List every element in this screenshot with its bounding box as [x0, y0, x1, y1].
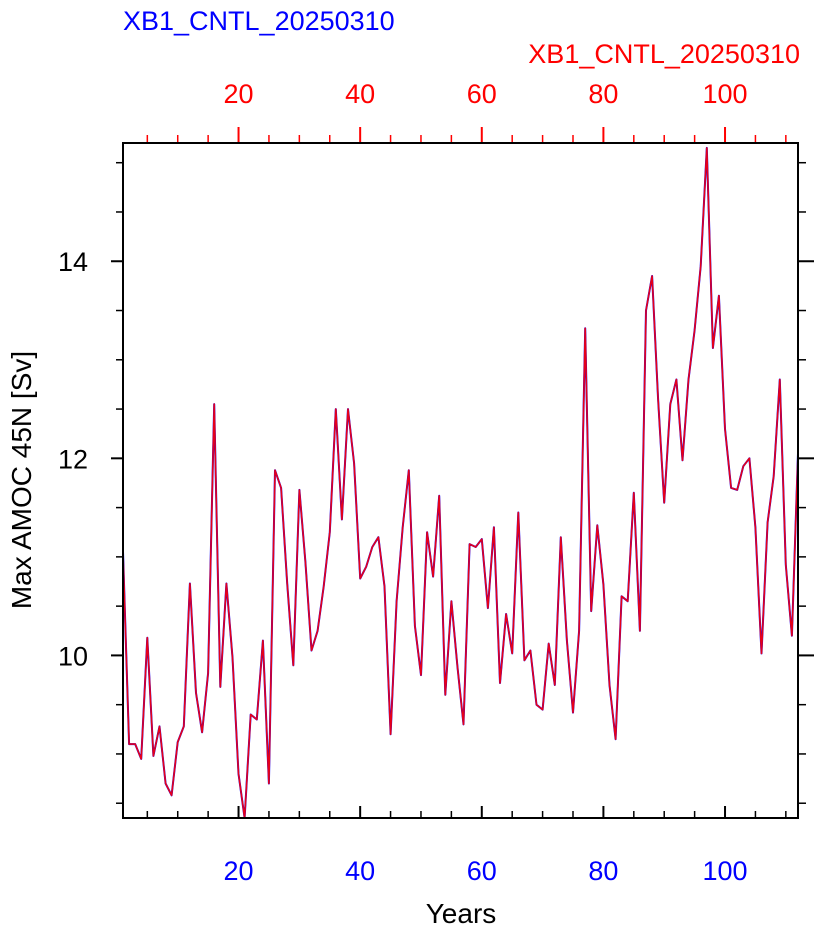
- series-line-blue: [122, 146, 799, 819]
- chart-title-left: XB1_CNTL_20250310: [123, 6, 395, 36]
- y-tick-label: 14: [58, 247, 88, 277]
- chart-title-right: XB1_CNTL_20250310: [528, 39, 800, 69]
- x-tick-label-bottom: 40: [345, 856, 375, 886]
- x-tick-label-top: 20: [224, 79, 254, 109]
- x-tick-label-top: 100: [702, 79, 747, 109]
- x-axis-label: Years: [426, 898, 497, 929]
- x-tick-label-bottom: 60: [467, 856, 497, 886]
- tick-marks: [111, 127, 814, 818]
- x-tick-label-top: 40: [345, 79, 375, 109]
- plot-frame: [122, 142, 799, 819]
- x-tick-label-bottom: 20: [224, 856, 254, 886]
- tick-labels: 20 40 60 80 100 20 40 60 80 100 10 12 14: [58, 79, 748, 886]
- x-tick-label-top: 80: [588, 79, 618, 109]
- y-axis-label: Max AMOC 45N [Sv]: [6, 351, 37, 609]
- x-tick-label-top: 60: [467, 79, 497, 109]
- series-lines: [122, 146, 799, 819]
- series-line-red: [122, 147, 799, 819]
- x-tick-label-bottom: 80: [588, 856, 618, 886]
- y-tick-label: 12: [58, 444, 88, 474]
- y-tick-label: 10: [58, 641, 88, 671]
- x-tick-label-bottom: 100: [702, 856, 747, 886]
